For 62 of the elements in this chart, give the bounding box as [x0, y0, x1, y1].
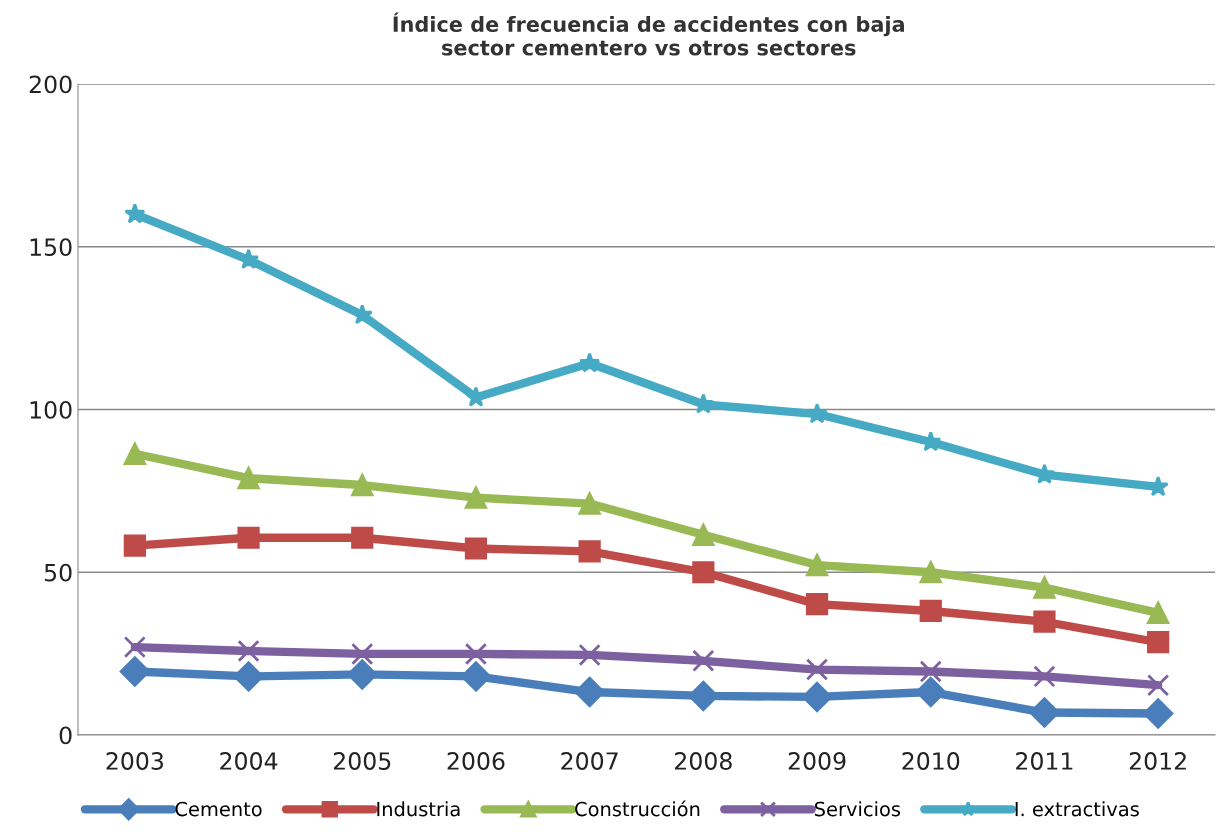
point — [579, 352, 601, 373]
point — [578, 643, 601, 667]
point — [919, 561, 942, 584]
point — [692, 649, 715, 672]
legend-label: Construcción — [575, 800, 700, 817]
y-tick-label: 0 — [59, 726, 72, 745]
point — [1033, 610, 1056, 633]
point — [692, 561, 715, 584]
point — [806, 402, 828, 424]
point — [920, 430, 942, 452]
point — [123, 442, 146, 465]
point — [574, 676, 605, 708]
legend-label: Industria — [377, 801, 460, 817]
point — [1033, 576, 1056, 599]
y-tick-label: 200 — [29, 75, 72, 94]
x-tick-label: 2004 — [220, 752, 278, 770]
point — [578, 492, 601, 515]
x-tick-label: 2008 — [675, 752, 732, 770]
chart-title: Índice de frecuencia de accidentes con baja sector cementero vs otros sectores — [393, 12, 904, 56]
point — [805, 553, 829, 577]
point — [919, 660, 942, 683]
point — [464, 642, 488, 666]
point — [351, 473, 374, 497]
point — [123, 534, 146, 557]
legend-label: Servicios — [814, 801, 901, 817]
point — [237, 639, 260, 663]
x-tick-label: 2012 — [1129, 752, 1186, 770]
point — [1147, 631, 1170, 654]
point — [1143, 698, 1174, 729]
point — [237, 526, 260, 549]
x-tick-label: 2007 — [561, 752, 618, 770]
point — [464, 537, 488, 560]
legend-label: Cemento — [175, 801, 262, 817]
point — [1147, 601, 1170, 625]
point — [347, 659, 378, 690]
point — [578, 540, 601, 563]
point — [915, 676, 946, 708]
point — [464, 486, 488, 509]
point — [123, 636, 146, 659]
point — [805, 658, 829, 681]
legend-label: I. extractivas — [1015, 801, 1139, 817]
point — [1147, 674, 1170, 697]
x-tick-label: 2003 — [106, 752, 163, 770]
x-tick-label: 2011 — [1016, 752, 1073, 770]
y-tick-label: 50 — [44, 563, 72, 582]
x-tick-label: 2006 — [447, 752, 505, 770]
point — [1029, 697, 1060, 728]
point — [233, 661, 264, 692]
point — [919, 599, 942, 623]
x-tick-label: 2009 — [788, 752, 846, 770]
y-tick-label: 150 — [30, 238, 72, 257]
x-tick-label: 2010 — [902, 752, 960, 770]
y-tick-label: 100 — [30, 400, 72, 419]
point — [805, 593, 829, 616]
point — [1033, 665, 1056, 688]
x-tick-label: 2005 — [333, 752, 391, 770]
point — [237, 467, 260, 490]
point — [692, 523, 715, 546]
point — [124, 203, 146, 224]
point — [351, 526, 374, 549]
point — [119, 656, 150, 687]
point — [351, 642, 374, 666]
